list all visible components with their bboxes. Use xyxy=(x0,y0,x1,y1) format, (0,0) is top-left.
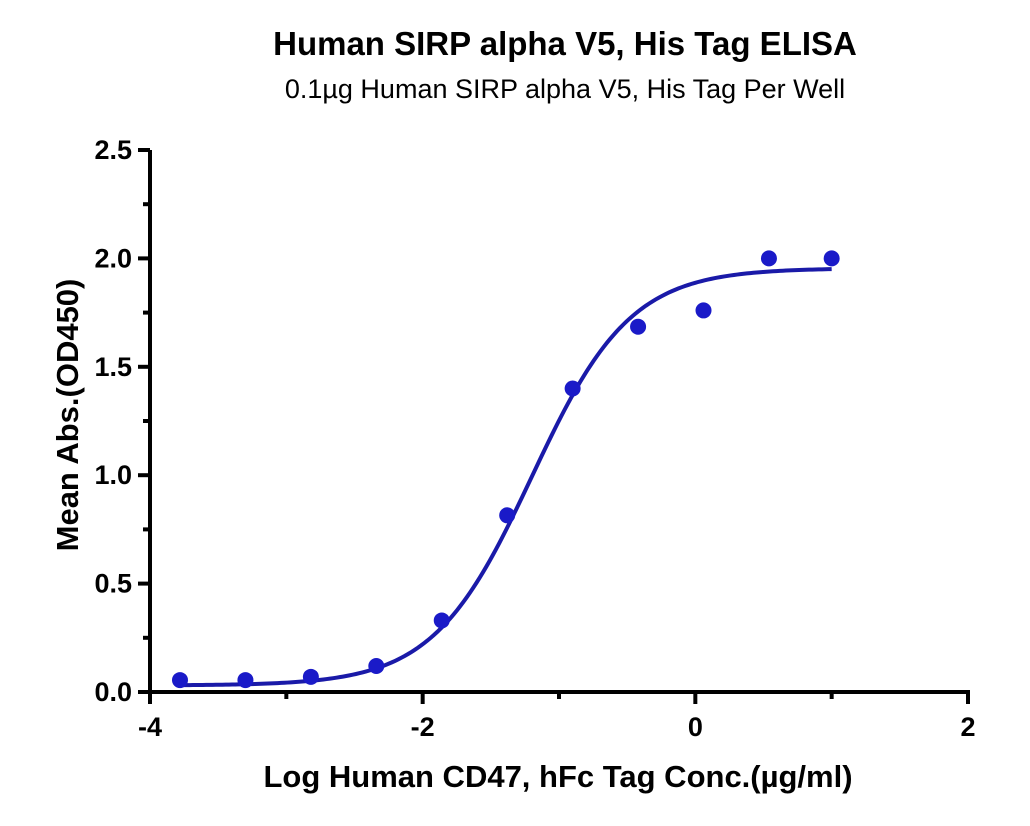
data-point xyxy=(564,380,581,397)
x-tick-label: -4 xyxy=(138,712,162,742)
y-tick-label: 0.5 xyxy=(94,569,132,599)
data-point xyxy=(499,507,516,524)
axes: 0.0 0.5 1.0 1.5 2.0 2.5 -4 -2 0 2 xyxy=(94,135,975,742)
fit-curve xyxy=(179,267,832,688)
x-tick-label: 2 xyxy=(960,712,975,742)
chart-title: Human SIRP alpha V5, His Tag ELISA xyxy=(273,25,857,62)
x-tick-label: -2 xyxy=(411,712,435,742)
y-axis-label: Mean Abs.(OD450) xyxy=(50,279,85,552)
data-point xyxy=(823,250,840,267)
data-point xyxy=(368,657,385,674)
data-point xyxy=(237,672,254,689)
chart-subtitle: 0.1µg Human SIRP alpha V5, His Tag Per W… xyxy=(285,74,845,104)
y-tick-label: 1.5 xyxy=(94,352,132,382)
y-tick-label: 0.0 xyxy=(94,677,132,707)
data-point xyxy=(433,612,450,629)
data-point xyxy=(171,672,188,689)
data-point xyxy=(695,302,712,319)
y-tick-label: 2.5 xyxy=(94,135,132,165)
plot-area xyxy=(171,250,840,689)
data-point xyxy=(760,250,777,267)
y-tick-label: 2.0 xyxy=(94,243,132,273)
x-axis-label: Log Human CD47, hFc Tag Conc.(µg/ml) xyxy=(263,759,852,794)
data-point xyxy=(630,318,647,335)
data-point xyxy=(302,668,319,685)
y-tick-label: 1.0 xyxy=(94,460,132,490)
x-tick-label: 0 xyxy=(688,712,703,742)
